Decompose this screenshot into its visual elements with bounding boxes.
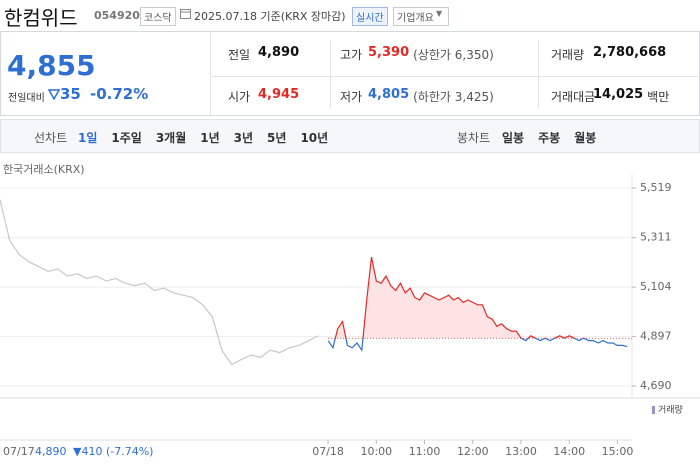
x-tick-label: 13:00	[505, 445, 537, 458]
tab-group-label: 선차트	[34, 131, 68, 145]
field-label: 시가	[228, 90, 251, 104]
chart: 한국거래소(KRX) 거래량 07/17 4,890 ▼410 (-7.74%)…	[0, 163, 700, 458]
tab-group-label: 봉차트	[457, 131, 491, 145]
date-text: 2025.07.18 기준(KRX 장마감)	[194, 10, 346, 23]
field-value: 2,780,668	[593, 45, 667, 60]
footer-date: 07/17	[3, 445, 35, 458]
market-badge: 코스닥	[140, 7, 176, 26]
dropdown-arrow: ▼	[436, 9, 443, 18]
footer-close: 4,890	[35, 445, 67, 458]
chart-source: 한국거래소(KRX)	[3, 163, 85, 176]
field-unit: 백만	[647, 90, 670, 104]
field-value: 14,025	[593, 87, 644, 102]
y-tick-label: 5,104	[640, 280, 672, 293]
divider	[211, 76, 698, 77]
volume-legend: 거래량	[658, 404, 683, 416]
y-tick-label: 4,690	[640, 379, 672, 392]
x-tick-label: 15:00	[602, 445, 634, 458]
tab-bar	[0, 119, 700, 153]
line-tab[interactable]: 3개월	[155, 131, 187, 145]
line-tab[interactable]: 1년	[200, 131, 220, 145]
line-tab[interactable]: 1일	[78, 131, 98, 145]
field-note: (상한가 6,350)	[413, 48, 494, 62]
price-line	[327, 256, 628, 352]
realtime-button[interactable]: 실시간	[352, 7, 388, 26]
stock-code: 054920	[94, 9, 140, 22]
x-tick-label: 14:00	[553, 445, 585, 458]
volume-legend-swatch	[652, 406, 655, 414]
x-tick-label: 11:00	[409, 445, 441, 458]
price-area	[335, 257, 584, 339]
down-triangle	[48, 89, 60, 100]
candle-tab[interactable]: 주봉	[538, 131, 561, 145]
line-tab[interactable]: 3년	[233, 131, 254, 145]
y-tick-label: 4,897	[640, 330, 672, 343]
calendar-icon	[180, 9, 191, 19]
y-tick-label: 5,519	[640, 181, 672, 194]
y-tick-label: 5,311	[640, 231, 672, 244]
x-tick-label: 07/18	[312, 445, 344, 458]
line-tab[interactable]: 10년	[300, 131, 329, 145]
field-value: 4,890	[258, 45, 300, 60]
field-value: 4,805	[368, 87, 410, 102]
change: 35	[60, 85, 81, 103]
divider	[538, 40, 539, 108]
line-tab[interactable]: 5년	[267, 131, 287, 145]
field-label: 거래대금	[551, 90, 596, 104]
company-info-button[interactable]: 기업개요	[393, 7, 449, 26]
price-line	[0, 199, 319, 366]
x-tick-label: 12:00	[457, 445, 489, 458]
field-label: 전일	[228, 48, 251, 62]
field-note: (하한가 3,425)	[413, 90, 494, 104]
field-label: 저가	[340, 90, 363, 104]
field-value: 5,390	[368, 45, 410, 60]
stock-name: 한컴위드	[4, 6, 78, 30]
divider	[210, 32, 211, 115]
change-pct: -0.72%	[90, 85, 149, 103]
field-label: 거래량	[551, 48, 585, 62]
x-tick-label: 10:00	[360, 445, 392, 458]
divider	[330, 40, 331, 108]
line-tab[interactable]: 1주일	[111, 131, 142, 145]
candle-tab[interactable]: 일봉	[502, 131, 525, 145]
candle-tab[interactable]: 월봉	[574, 131, 597, 145]
field-value: 4,945	[258, 87, 300, 102]
footer-change: ▼410 (-7.74%)	[73, 445, 153, 458]
field-label: 고가	[340, 48, 363, 62]
change-label: 전일대비	[8, 93, 45, 104]
price: 4,855	[7, 49, 96, 82]
